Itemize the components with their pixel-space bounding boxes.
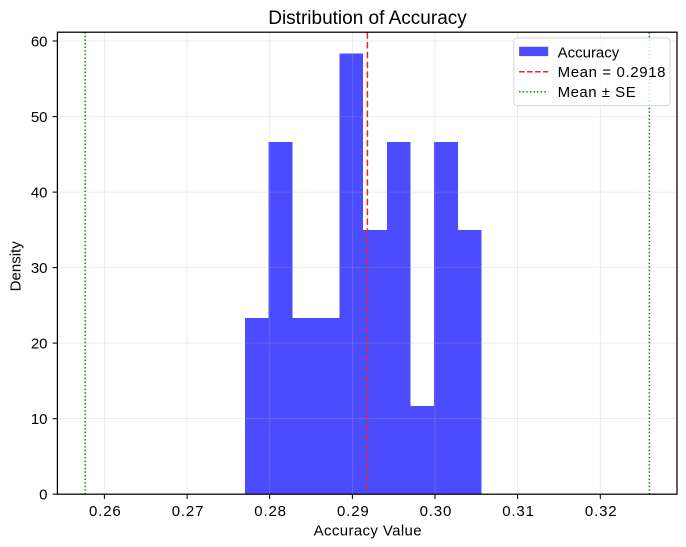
svg-text:Mean ± SE: Mean ± SE: [558, 84, 637, 101]
svg-text:50: 50: [31, 109, 48, 126]
svg-text:0.26: 0.26: [89, 503, 122, 520]
svg-text:60: 60: [31, 33, 48, 50]
svg-text:Distribution of Accuracy: Distribution of Accuracy: [268, 8, 467, 29]
svg-text:Accuracy: Accuracy: [558, 44, 620, 61]
svg-text:30: 30: [31, 260, 48, 277]
svg-text:Accuracy Value: Accuracy Value: [314, 523, 422, 540]
svg-text:0.28: 0.28: [254, 503, 287, 520]
svg-text:Density: Density: [8, 241, 25, 292]
svg-text:0.27: 0.27: [172, 503, 205, 520]
svg-text:40: 40: [31, 185, 48, 202]
svg-text:Mean = 0.2918: Mean = 0.2918: [558, 64, 667, 81]
svg-text:10: 10: [31, 411, 48, 428]
svg-text:20: 20: [31, 336, 48, 353]
svg-text:0.32: 0.32: [585, 503, 618, 520]
svg-text:0.30: 0.30: [420, 503, 453, 520]
svg-text:0: 0: [39, 487, 47, 504]
svg-text:0.31: 0.31: [502, 503, 535, 520]
svg-text:0.29: 0.29: [337, 503, 370, 520]
